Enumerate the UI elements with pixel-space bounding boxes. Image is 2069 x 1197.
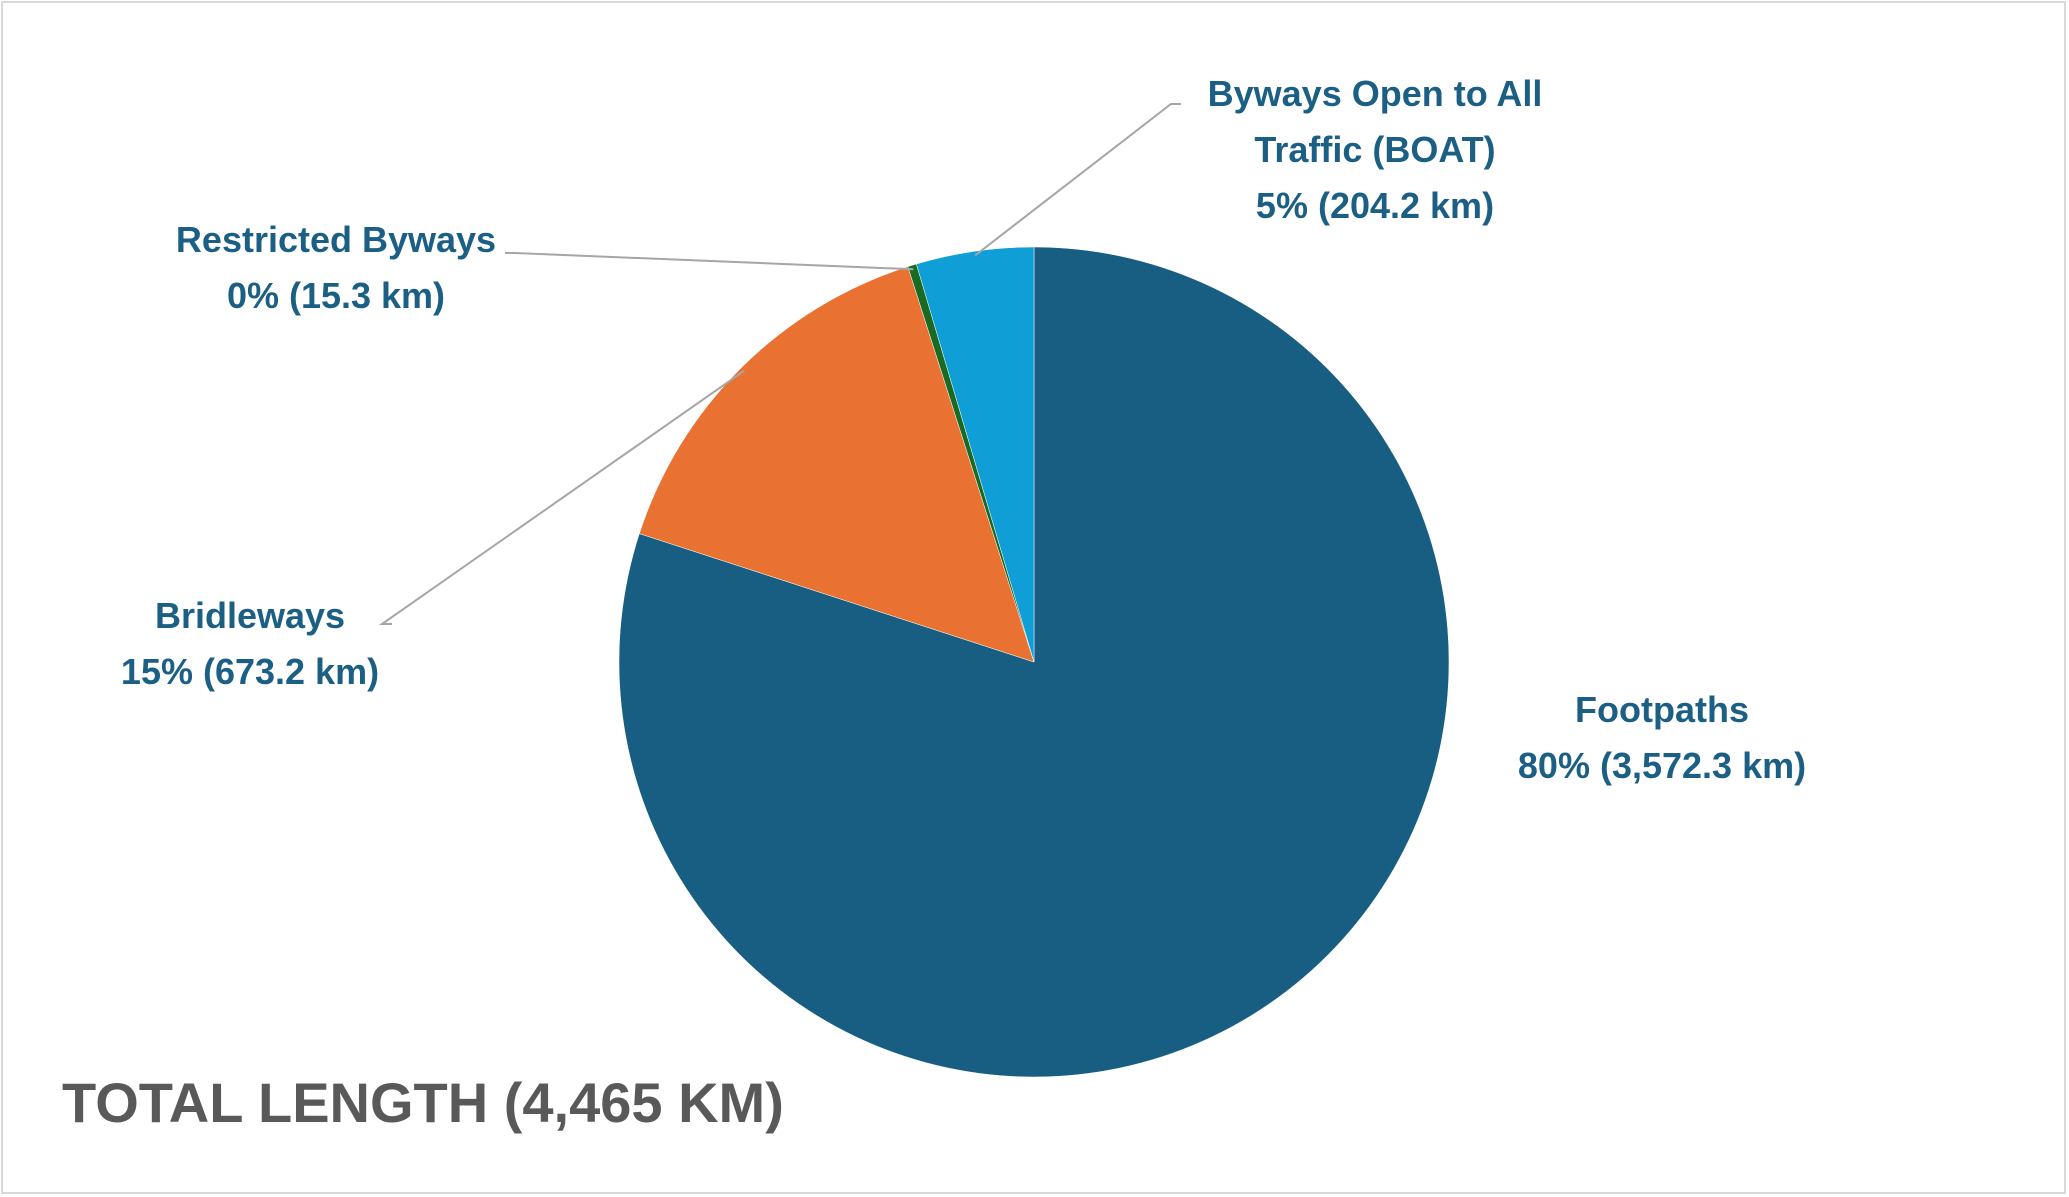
label-boat-name-line1: Byways Open to All — [1208, 73, 1543, 114]
leader-line-byways-open-to-all-traffic-boat — [974, 103, 1181, 257]
label-restricted-byways-value: 0% (15.3 km) — [227, 275, 445, 316]
leader-lines — [378, 103, 1181, 625]
label-footpaths-value: 80% (3,572.3 km) — [1518, 745, 1806, 786]
leader-line-restricted-byways — [505, 252, 914, 271]
chart-title: TOTAL LENGTH (4,465 KM) — [62, 1071, 784, 1134]
pie-slice-byways-open-to-all-traffic-boat — [916, 246, 1035, 663]
label-boat-value: 5% (204.2 km) — [1256, 185, 1494, 226]
leader-line-bridleways — [378, 369, 745, 625]
label-boat-name-line2: Traffic (BOAT) — [1254, 129, 1495, 170]
label-bridleways-value: 15% (673.2 km) — [121, 651, 379, 692]
pie-slice-bridleways — [639, 266, 1035, 663]
pie-slices — [618, 246, 1450, 1078]
label-bridleways-name: Bridleways — [155, 595, 345, 636]
label-footpaths-name: Footpaths — [1575, 689, 1749, 730]
label-restricted-byways-name: Restricted Byways — [176, 219, 496, 260]
